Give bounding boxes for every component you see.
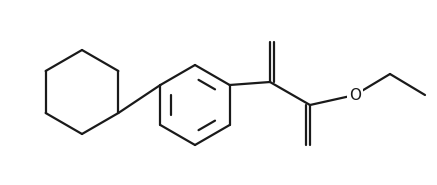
Text: O: O [349, 88, 361, 102]
